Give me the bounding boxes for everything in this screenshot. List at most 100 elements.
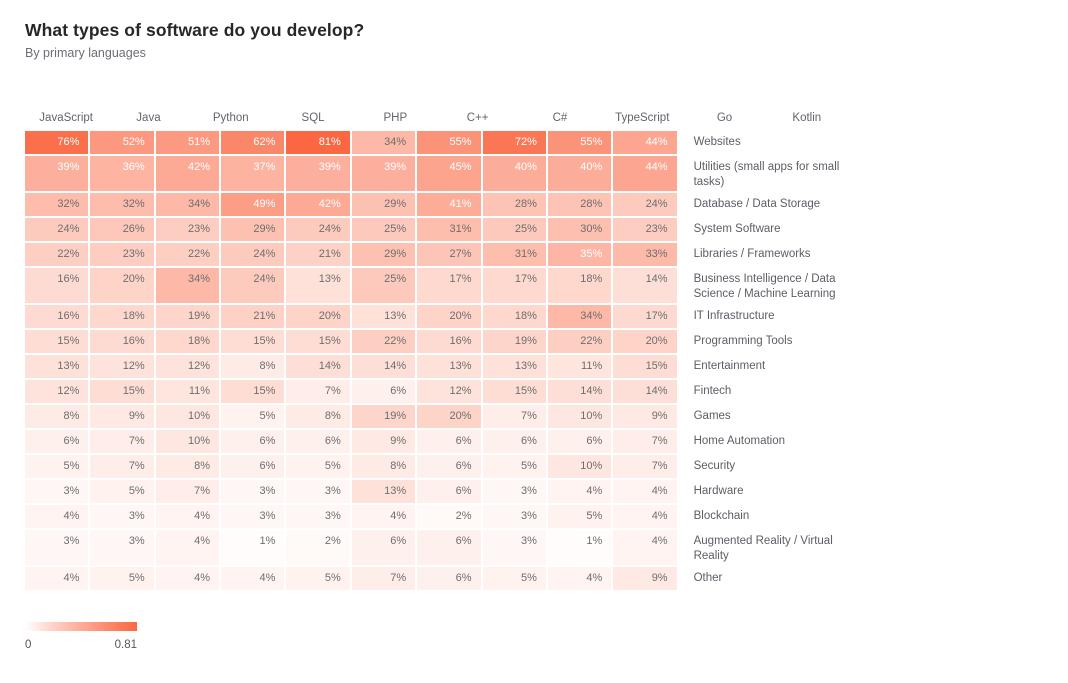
heatmap-cell[interactable]: 4% [351,505,416,528]
heatmap-cell[interactable]: 41% [417,193,481,216]
heatmap-cell[interactable]: 7% [155,480,220,503]
heatmap-cell[interactable]: 49% [221,193,285,216]
heatmap-cell[interactable]: 33% [613,243,677,266]
heatmap-cell[interactable]: 24% [613,193,677,216]
heatmap-cell[interactable]: 25% [351,218,416,241]
heatmap-cell[interactable]: 5% [90,567,154,590]
heatmap-cell[interactable]: 42% [155,156,220,191]
heatmap-cell[interactable]: 4% [547,480,612,503]
heatmap-cell[interactable]: 39% [351,156,416,191]
heatmap-cell[interactable]: 29% [351,243,416,266]
heatmap-cell[interactable]: 4% [547,567,612,590]
heatmap-cell[interactable]: 1% [221,530,285,565]
heatmap-cell[interactable]: 3% [482,530,546,565]
heatmap-cell[interactable]: 52% [90,131,154,154]
heatmap-cell[interactable]: 17% [613,305,677,328]
heatmap-cell[interactable]: 32% [25,193,89,216]
heatmap-cell[interactable]: 28% [547,193,612,216]
heatmap-cell[interactable]: 10% [155,405,220,428]
heatmap-cell[interactable]: 4% [221,567,285,590]
heatmap-cell[interactable]: 5% [547,505,612,528]
heatmap-cell[interactable]: 35% [547,243,612,266]
heatmap-cell[interactable]: 18% [155,330,220,353]
heatmap-cell[interactable]: 10% [547,455,612,478]
heatmap-cell[interactable]: 16% [25,268,89,303]
heatmap-cell[interactable]: 13% [25,355,89,378]
heatmap-cell[interactable]: 5% [90,480,154,503]
heatmap-cell[interactable]: 40% [547,156,612,191]
heatmap-cell[interactable]: 22% [351,330,416,353]
heatmap-cell[interactable]: 39% [286,156,350,191]
heatmap-cell[interactable]: 22% [547,330,612,353]
heatmap-cell[interactable]: 3% [221,505,285,528]
heatmap-cell[interactable]: 6% [286,430,350,453]
heatmap-cell[interactable]: 9% [613,405,677,428]
heatmap-cell[interactable]: 20% [286,305,350,328]
heatmap-cell[interactable]: 16% [25,305,89,328]
heatmap-cell[interactable]: 8% [25,405,89,428]
heatmap-cell[interactable]: 3% [90,530,154,565]
heatmap-cell[interactable]: 9% [351,430,416,453]
heatmap-cell[interactable]: 4% [155,505,220,528]
heatmap-cell[interactable]: 6% [351,530,416,565]
heatmap-cell[interactable]: 1% [547,530,612,565]
heatmap-cell[interactable]: 17% [417,268,481,303]
heatmap-cell[interactable]: 6% [417,530,481,565]
heatmap-cell[interactable]: 32% [90,193,154,216]
heatmap-cell[interactable]: 37% [221,156,285,191]
heatmap-cell[interactable]: 4% [25,567,89,590]
heatmap-cell[interactable]: 12% [155,355,220,378]
heatmap-cell[interactable]: 6% [417,567,481,590]
heatmap-cell[interactable]: 7% [613,455,677,478]
heatmap-cell[interactable]: 28% [482,193,546,216]
heatmap-cell[interactable]: 14% [286,355,350,378]
heatmap-cell[interactable]: 8% [286,405,350,428]
heatmap-cell[interactable]: 8% [221,355,285,378]
heatmap-cell[interactable]: 13% [286,268,350,303]
heatmap-cell[interactable]: 3% [286,480,350,503]
heatmap-cell[interactable]: 4% [155,567,220,590]
heatmap-cell[interactable]: 23% [155,218,220,241]
heatmap-cell[interactable]: 14% [547,380,612,403]
heatmap-cell[interactable]: 6% [417,455,481,478]
heatmap-cell[interactable]: 2% [417,505,481,528]
heatmap-cell[interactable]: 27% [417,243,481,266]
heatmap-cell[interactable]: 5% [25,455,89,478]
heatmap-cell[interactable]: 39% [25,156,89,191]
heatmap-cell[interactable]: 25% [482,218,546,241]
heatmap-cell[interactable]: 6% [417,430,481,453]
heatmap-cell[interactable]: 20% [90,268,154,303]
heatmap-cell[interactable]: 4% [25,505,89,528]
heatmap-cell[interactable]: 24% [25,218,89,241]
heatmap-cell[interactable]: 19% [155,305,220,328]
heatmap-cell[interactable]: 4% [613,480,677,503]
heatmap-cell[interactable]: 76% [25,131,89,154]
heatmap-cell[interactable]: 22% [25,243,89,266]
heatmap-cell[interactable]: 14% [613,268,677,303]
heatmap-cell[interactable]: 6% [417,480,481,503]
heatmap-cell[interactable]: 3% [25,530,89,565]
heatmap-cell[interactable]: 7% [90,430,154,453]
heatmap-cell[interactable]: 7% [90,455,154,478]
heatmap-cell[interactable]: 34% [155,193,220,216]
heatmap-cell[interactable]: 15% [613,355,677,378]
heatmap-cell[interactable]: 6% [482,430,546,453]
heatmap-cell[interactable]: 3% [221,480,285,503]
heatmap-cell[interactable]: 34% [155,268,220,303]
heatmap-cell[interactable]: 45% [417,156,481,191]
heatmap-cell[interactable]: 24% [221,268,285,303]
heatmap-cell[interactable]: 62% [221,131,285,154]
heatmap-cell[interactable]: 5% [221,405,285,428]
heatmap-cell[interactable]: 55% [547,131,612,154]
heatmap-cell[interactable]: 5% [286,567,350,590]
heatmap-cell[interactable]: 25% [351,268,416,303]
heatmap-cell[interactable]: 19% [351,405,416,428]
heatmap-cell[interactable]: 15% [286,330,350,353]
heatmap-cell[interactable]: 19% [482,330,546,353]
heatmap-cell[interactable]: 23% [90,243,154,266]
heatmap-cell[interactable]: 5% [482,455,546,478]
heatmap-cell[interactable]: 26% [90,218,154,241]
heatmap-cell[interactable]: 13% [482,355,546,378]
heatmap-cell[interactable]: 16% [90,330,154,353]
heatmap-cell[interactable]: 4% [155,530,220,565]
